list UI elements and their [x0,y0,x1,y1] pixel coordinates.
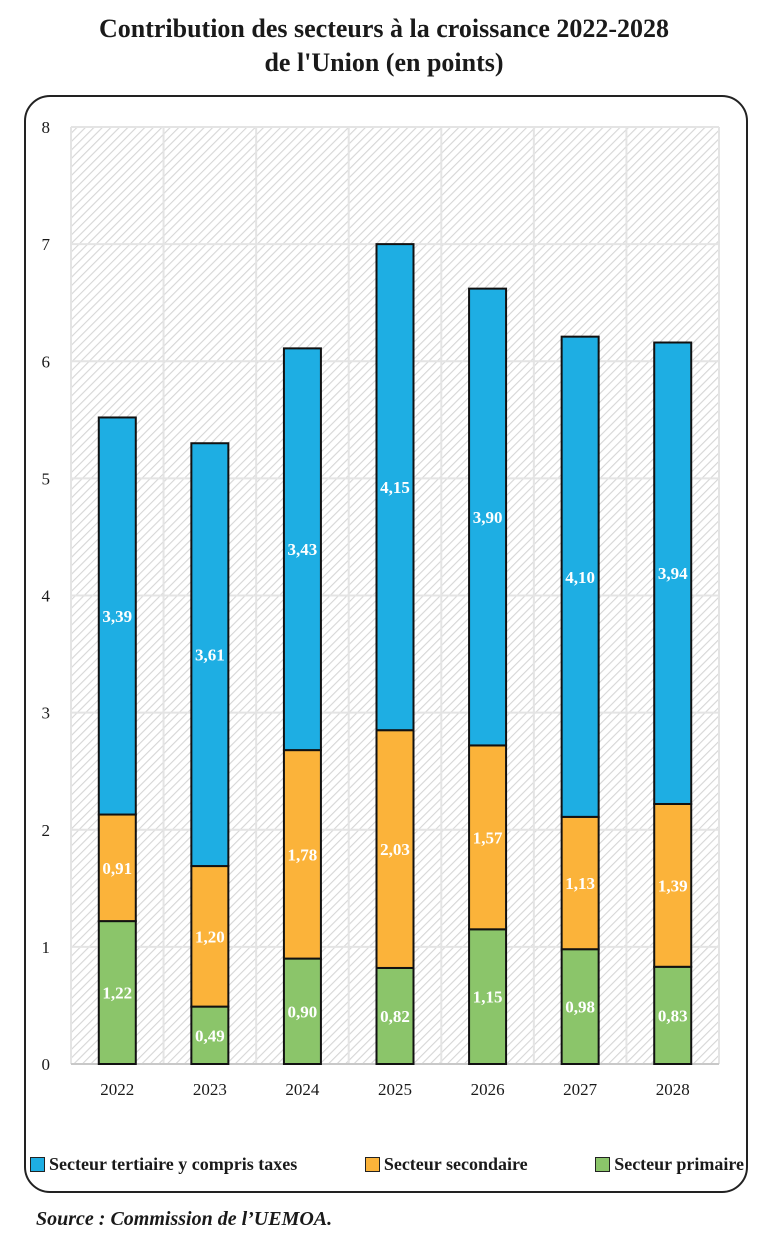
chart-title-line-1: Contribution des secteurs à la croissanc… [98,14,670,43]
bar-tertiaire-2025 [375,243,415,732]
bar-primaire-2025 [375,966,415,1066]
bar-secondaire-2022 [97,813,137,923]
bar-tertiaire-2028 [653,341,693,805]
chart-title: Contribution des secteurs à la croissanc… [0,12,768,80]
data-label-tertiaire-2023: 3,61 [195,646,225,665]
x-tick-label-2024: 2024 [285,1080,320,1099]
y-tick-label-0: 0 [42,1055,51,1074]
bar-secondaire-2024 [282,749,322,960]
data-label-primaire-2028: 0,83 [658,1006,688,1025]
data-label-primaire-2022: 1,22 [102,984,132,1003]
data-label-secondaire-2023: 1,20 [195,927,225,946]
x-tick-label-2028: 2028 [656,1080,690,1099]
x-tick-label-2027: 2027 [563,1080,598,1099]
data-label-primaire-2025: 0,82 [380,1007,410,1026]
x-tick-label-2026: 2026 [471,1080,505,1099]
data-label-primaire-2027: 0,98 [565,998,595,1017]
x-tick-label-2022: 2022 [100,1080,134,1099]
chart-frame [24,95,748,1193]
y-tick-label-4: 4 [42,587,51,606]
source-note: Source : Commission de l’UEMOA. [36,1208,333,1230]
x-tick-label-2023: 2023 [193,1080,227,1099]
legend-label-secondaire: Secteur secondaire [383,1153,528,1174]
data-label-secondaire-2028: 1,39 [658,876,688,895]
y-tick-label-3: 3 [42,704,51,723]
data-label-tertiaire-2026: 3,90 [473,508,503,527]
bar-secondaire-2026 [468,744,508,931]
legend-item-secondaire: Secteur secondaire [364,1153,528,1175]
bar-primaire-2022 [97,920,137,1065]
legend: Secteur tertiaire y compris taxes Secteu… [30,1151,744,1177]
bar-tertiaire-2026 [468,287,508,747]
legend-label-tertiaire: Secteur tertiaire y compris taxes [49,1153,298,1174]
data-label-primaire-2026: 1,15 [473,988,503,1007]
legend-swatch-tertiaire [30,1156,45,1172]
y-tick-label-7: 7 [42,235,51,254]
bar-primaire-2028 [653,965,693,1066]
legend-item-tertiaire: Secteur tertiaire y compris taxes [30,1154,297,1175]
y-tick-label-6: 6 [42,352,51,371]
x-tick-label-2025: 2025 [378,1080,412,1099]
data-label-tertiaire-2028: 3,94 [658,564,688,583]
legend-swatch-primaire [595,1156,611,1172]
bar-primaire-2026 [468,928,508,1066]
bar-tertiaire-2024 [282,347,322,752]
data-label-secondaire-2026: 1,57 [473,828,503,847]
legend-label-primaire: Secteur primaire [614,1153,744,1174]
data-label-secondaire-2025: 2,03 [380,840,410,859]
x-axis: 2022 2023 2024 2025 2026 2027 2028 [100,1080,689,1099]
y-tick-label-5: 5 [42,469,51,488]
bar-tertiaire-2027 [560,335,600,818]
y-tick-label-8: 8 [42,118,51,137]
bar-secondaire-2027 [560,815,600,951]
y-tick-label-2: 2 [42,821,51,840]
legend-swatch-secondaire [364,1156,380,1172]
y-tick-label-1: 1 [42,938,51,957]
data-label-tertiaire-2025: 4,15 [380,478,410,497]
data-label-tertiaire-2022: 3,39 [102,607,132,626]
bar-primaire-2027 [560,948,600,1066]
data-label-tertiaire-2024: 3,43 [288,540,318,559]
data-label-primaire-2023: 0,49 [195,1026,225,1045]
data-label-secondaire-2027: 1,13 [565,874,595,893]
y-axis: 0 1 2 3 4 5 6 7 8 [42,118,51,1074]
data-label-secondaire-2022: 0,91 [102,859,132,878]
data-label-secondaire-2024: 1,78 [288,845,318,864]
chart-title-line-2: de l'Union (en points) [264,48,504,77]
bar-tertiaire-2022 [97,416,137,816]
bar-tertiaire-2023 [190,442,230,868]
data-label-primaire-2024: 0,90 [288,1002,318,1021]
bars: 1,22 0,91 3,39 0,49 1,20 3,61 0,90 1,78 3,43 0,82… [97,243,693,1066]
legend-item-primaire: Secteur primaire [595,1154,744,1175]
data-label-tertiaire-2027: 4,10 [565,568,595,587]
bar-primaire-2023 [190,1005,230,1066]
